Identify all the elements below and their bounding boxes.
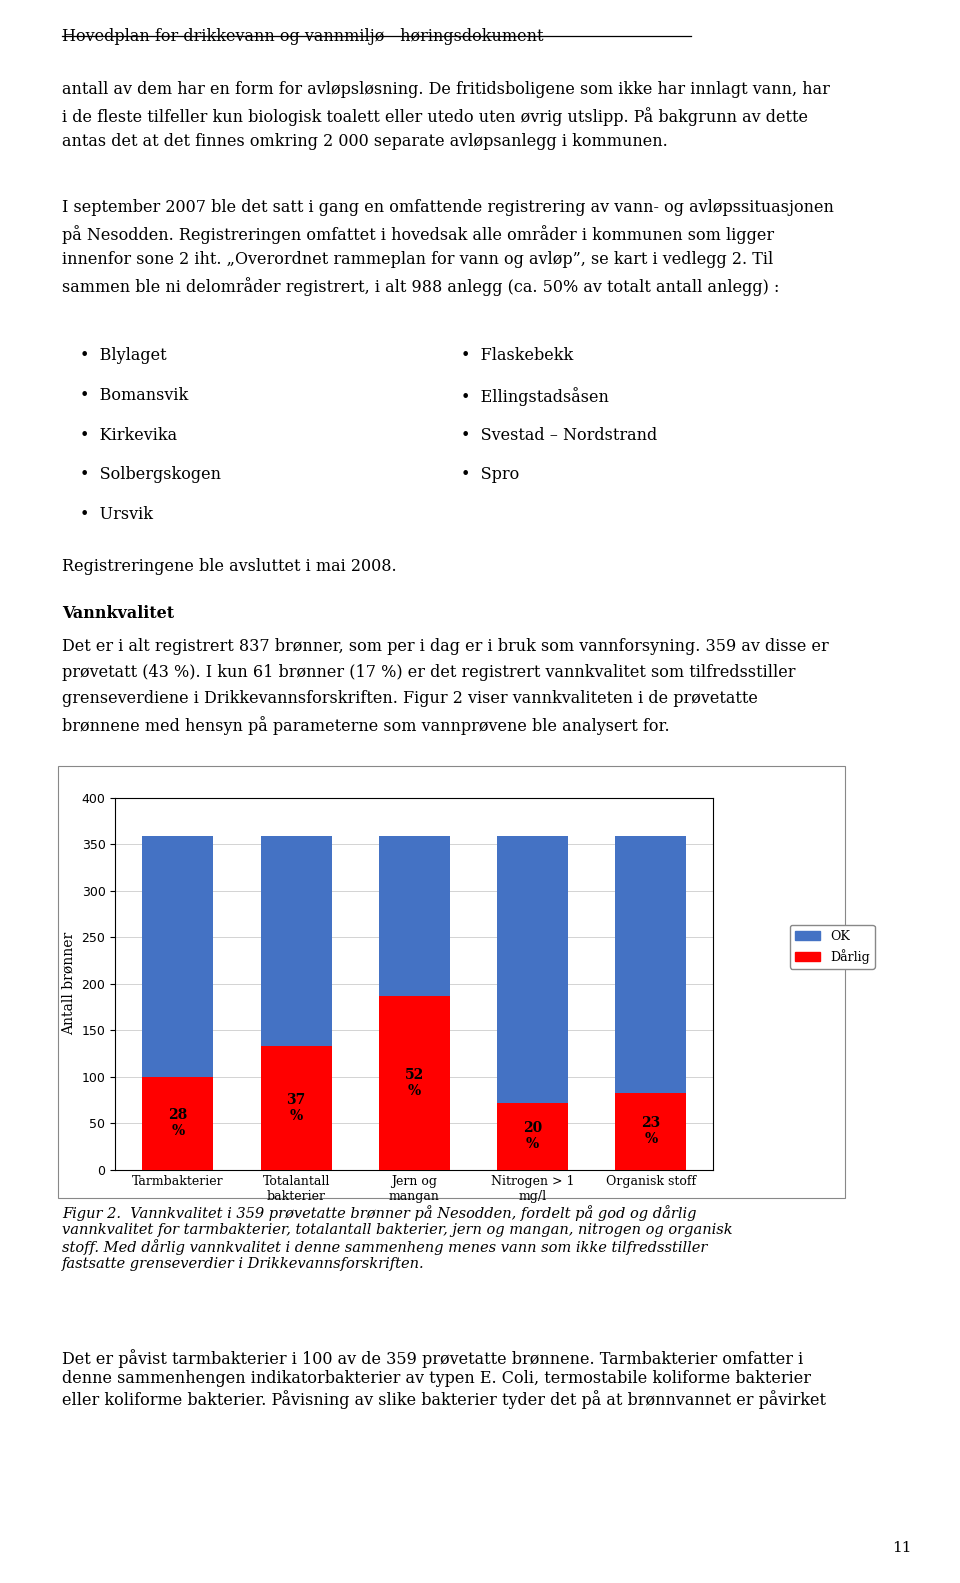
Y-axis label: Antall brønner: Antall brønner [62, 932, 76, 1035]
Bar [379, 836, 450, 996]
Text: •  Ellingstadsåsen: • Ellingstadsåsen [461, 388, 609, 405]
Text: Hovedplan for drikkevann og vannmiljø - høringsdokument: Hovedplan for drikkevann og vannmiljø - … [62, 28, 544, 46]
Text: brønnene med hensyn på parameterne som vannprøvene ble analysert for.: brønnene med hensyn på parameterne som v… [62, 716, 670, 735]
Legend: OK, Dårlig: OK, Dårlig [790, 924, 875, 969]
Text: •  Blylaget: • Blylaget [80, 348, 166, 364]
Bar [615, 836, 686, 1092]
Text: prøvetatt (43 %). I kun 61 brønner (17 %) er det registrert vannkvalitet som til: prøvetatt (43 %). I kun 61 brønner (17 %… [62, 665, 796, 681]
Text: •  Spro: • Spro [461, 467, 519, 483]
Text: på Nesodden. Registreringen omfattet i hovedsak alle områder i kommunen som ligg: på Nesodden. Registreringen omfattet i h… [62, 225, 775, 244]
Text: •  Ursvik: • Ursvik [80, 507, 153, 522]
Text: 11: 11 [893, 1540, 912, 1555]
Text: I september 2007 ble det satt i gang en omfattende registrering av vann- og avlø: I september 2007 ble det satt i gang en … [62, 199, 834, 215]
Bar [497, 1103, 568, 1170]
Text: •  Flaskebekk: • Flaskebekk [461, 348, 573, 364]
Text: •  Solbergskogen: • Solbergskogen [80, 467, 221, 483]
Text: •  Bomansvik: • Bomansvik [80, 388, 188, 404]
Text: 52
%: 52 % [405, 1069, 424, 1099]
Bar [379, 996, 450, 1170]
Text: Vannkvalitet: Vannkvalitet [62, 606, 175, 622]
Text: Det er påvist tarmbakterier i 100 av de 359 prøvetatte brønnene. Tarmbakterier o: Det er påvist tarmbakterier i 100 av de … [62, 1349, 827, 1409]
Bar [260, 1046, 331, 1170]
Text: •  Kirkevika: • Kirkevika [80, 427, 177, 443]
Text: sammen ble ni delområder registrert, i alt 988 anlegg (ca. 50% av totalt antall : sammen ble ni delområder registrert, i a… [62, 277, 780, 296]
Bar [615, 1092, 686, 1170]
Text: antas det at det finnes omkring 2 000 separate avløpsanlegg i kommunen.: antas det at det finnes omkring 2 000 se… [62, 133, 668, 150]
Text: 20
%: 20 % [523, 1121, 542, 1151]
Text: 28
%: 28 % [168, 1108, 187, 1138]
Text: •  Svestad – Nordstrand: • Svestad – Nordstrand [461, 427, 657, 443]
Text: Registreringene ble avsluttet i mai 2008.: Registreringene ble avsluttet i mai 2008… [62, 559, 397, 575]
Text: grenseverdiene i Drikkevannsforskriften. Figur 2 viser vannkvaliteten i de prøve: grenseverdiene i Drikkevannsforskriften.… [62, 690, 758, 708]
Text: innenfor sone 2 iht. „Overordnet rammeplan for vann og avløp”, se kart i vedlegg: innenfor sone 2 iht. „Overordnet rammepl… [62, 252, 774, 268]
Bar [260, 836, 331, 1046]
Text: i de fleste tilfeller kun biologisk toalett eller utedo uten øvrig utslipp. På b: i de fleste tilfeller kun biologisk toal… [62, 108, 808, 125]
Text: antall av dem har en form for avløpsløsning. De fritidsboligene som ikke har inn: antall av dem har en form for avløpsløsn… [62, 81, 830, 98]
Text: 37
%: 37 % [286, 1092, 305, 1122]
Text: Det er i alt registrert 837 brønner, som per i dag er i bruk som vannforsyning. : Det er i alt registrert 837 brønner, som… [62, 638, 829, 655]
Bar [142, 1076, 213, 1170]
Text: Figur 2.  Vannkvalitet i 359 prøvetatte brønner på Nesodden, fordelt på god og d: Figur 2. Vannkvalitet i 359 prøvetatte b… [62, 1205, 733, 1271]
Bar [142, 836, 213, 1076]
Bar [497, 836, 568, 1103]
Text: 23
%: 23 % [641, 1116, 660, 1146]
